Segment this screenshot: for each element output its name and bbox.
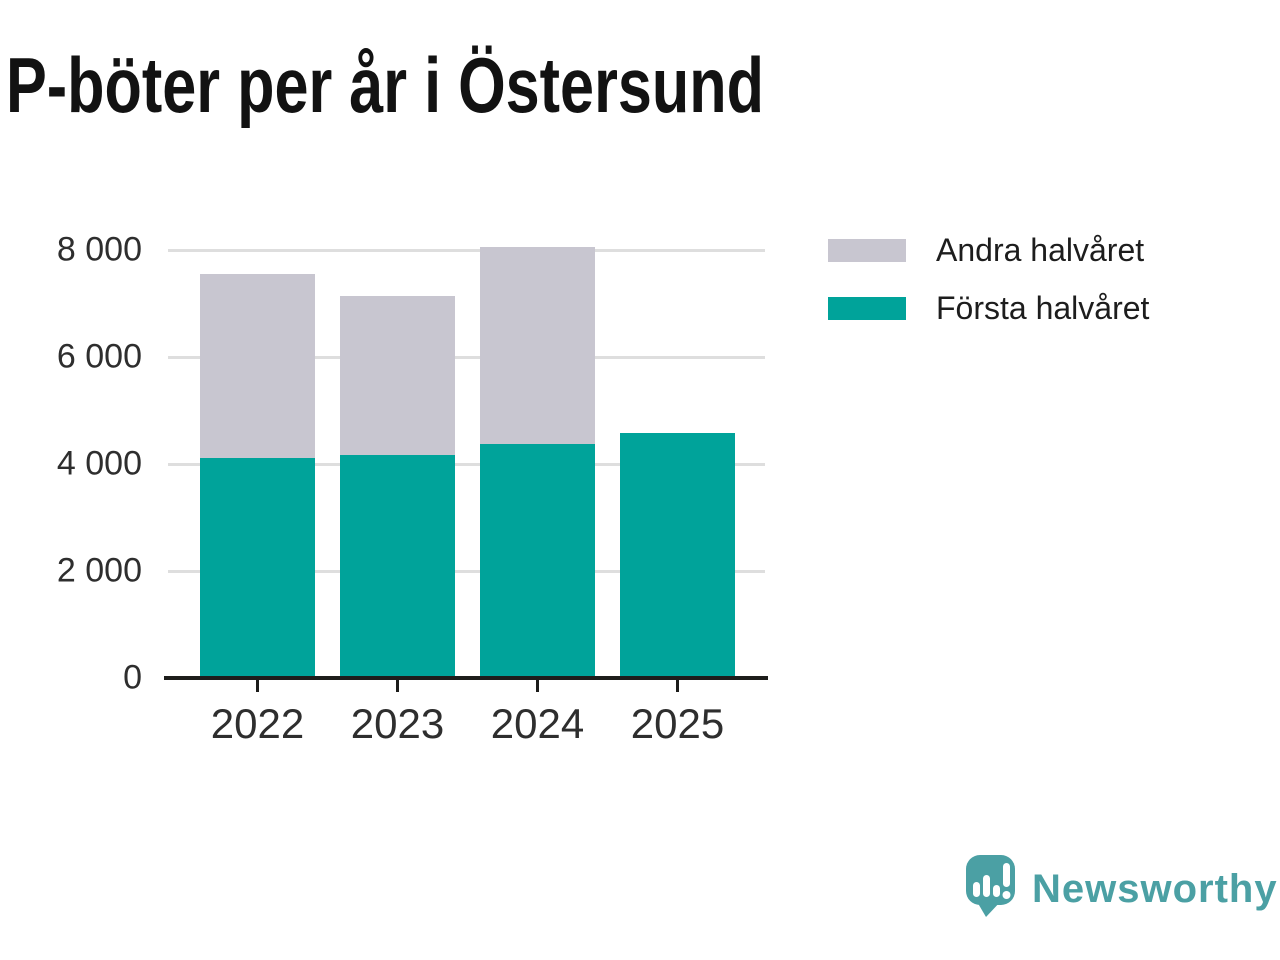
x-tick-label-2023: 2023 xyxy=(350,700,445,747)
bar-2024-f-rsta-halv-ret xyxy=(480,443,595,678)
y-tick-label-6000: 6 000 xyxy=(56,337,142,376)
newsworthy-logo-icon xyxy=(966,855,1015,917)
legend-label-f-rsta-halv-ret: Första halvåret xyxy=(936,289,1150,326)
legend-swatch-andra-halv-ret xyxy=(828,238,906,262)
plot-area xyxy=(168,247,765,678)
newsworthy-logo: Newsworthy xyxy=(958,850,1278,928)
chart-title-block: P-böter per år i Östersund xyxy=(6,41,764,129)
x-tick-label-2022: 2022 xyxy=(210,700,305,747)
legend-swatch-f-rsta-halv-ret xyxy=(828,296,906,320)
x-tick-label-2024: 2024 xyxy=(490,700,585,747)
bar-2022-andra-halv-ret xyxy=(200,274,315,459)
newsworthy-logo-text: Newsworthy xyxy=(1032,867,1278,911)
bar-2022-f-rsta-halv-ret xyxy=(200,458,315,678)
bar-2023-f-rsta-halv-ret xyxy=(340,454,455,678)
legend-label-andra-halv-ret: Andra halvåret xyxy=(936,231,1145,268)
y-tick-label-8000: 8 000 xyxy=(56,230,142,269)
y-tick-label-2000: 2 000 xyxy=(56,551,142,590)
bar-2025-f-rsta-halv-ret xyxy=(620,432,735,678)
gridline-6000 xyxy=(168,356,765,359)
gridline-4000 xyxy=(168,463,765,466)
chart-title: P-böter per år i Östersund xyxy=(6,41,764,129)
legend: Andra halvåret Första halvåret xyxy=(828,227,1149,343)
y-tick-label-4000: 4 000 xyxy=(56,444,142,483)
gridline-8000 xyxy=(168,249,765,252)
y-tick-label-0: 0 xyxy=(123,658,142,697)
x-axis-line xyxy=(164,676,768,680)
legend-item-f-rsta-halv-ret: Första halvåret xyxy=(828,285,1149,331)
x-tick-2025 xyxy=(676,680,679,692)
x-tick-2022 xyxy=(256,680,259,692)
x-tick-label-2025: 2025 xyxy=(630,700,725,747)
bar-2024-andra-halv-ret xyxy=(480,247,595,444)
x-tick-2024 xyxy=(536,680,539,692)
x-tick-2023 xyxy=(396,680,399,692)
gridline-2000 xyxy=(168,570,765,573)
bar-2023-andra-halv-ret xyxy=(340,296,455,455)
legend-item-andra-halv-ret: Andra halvåret xyxy=(828,227,1149,273)
